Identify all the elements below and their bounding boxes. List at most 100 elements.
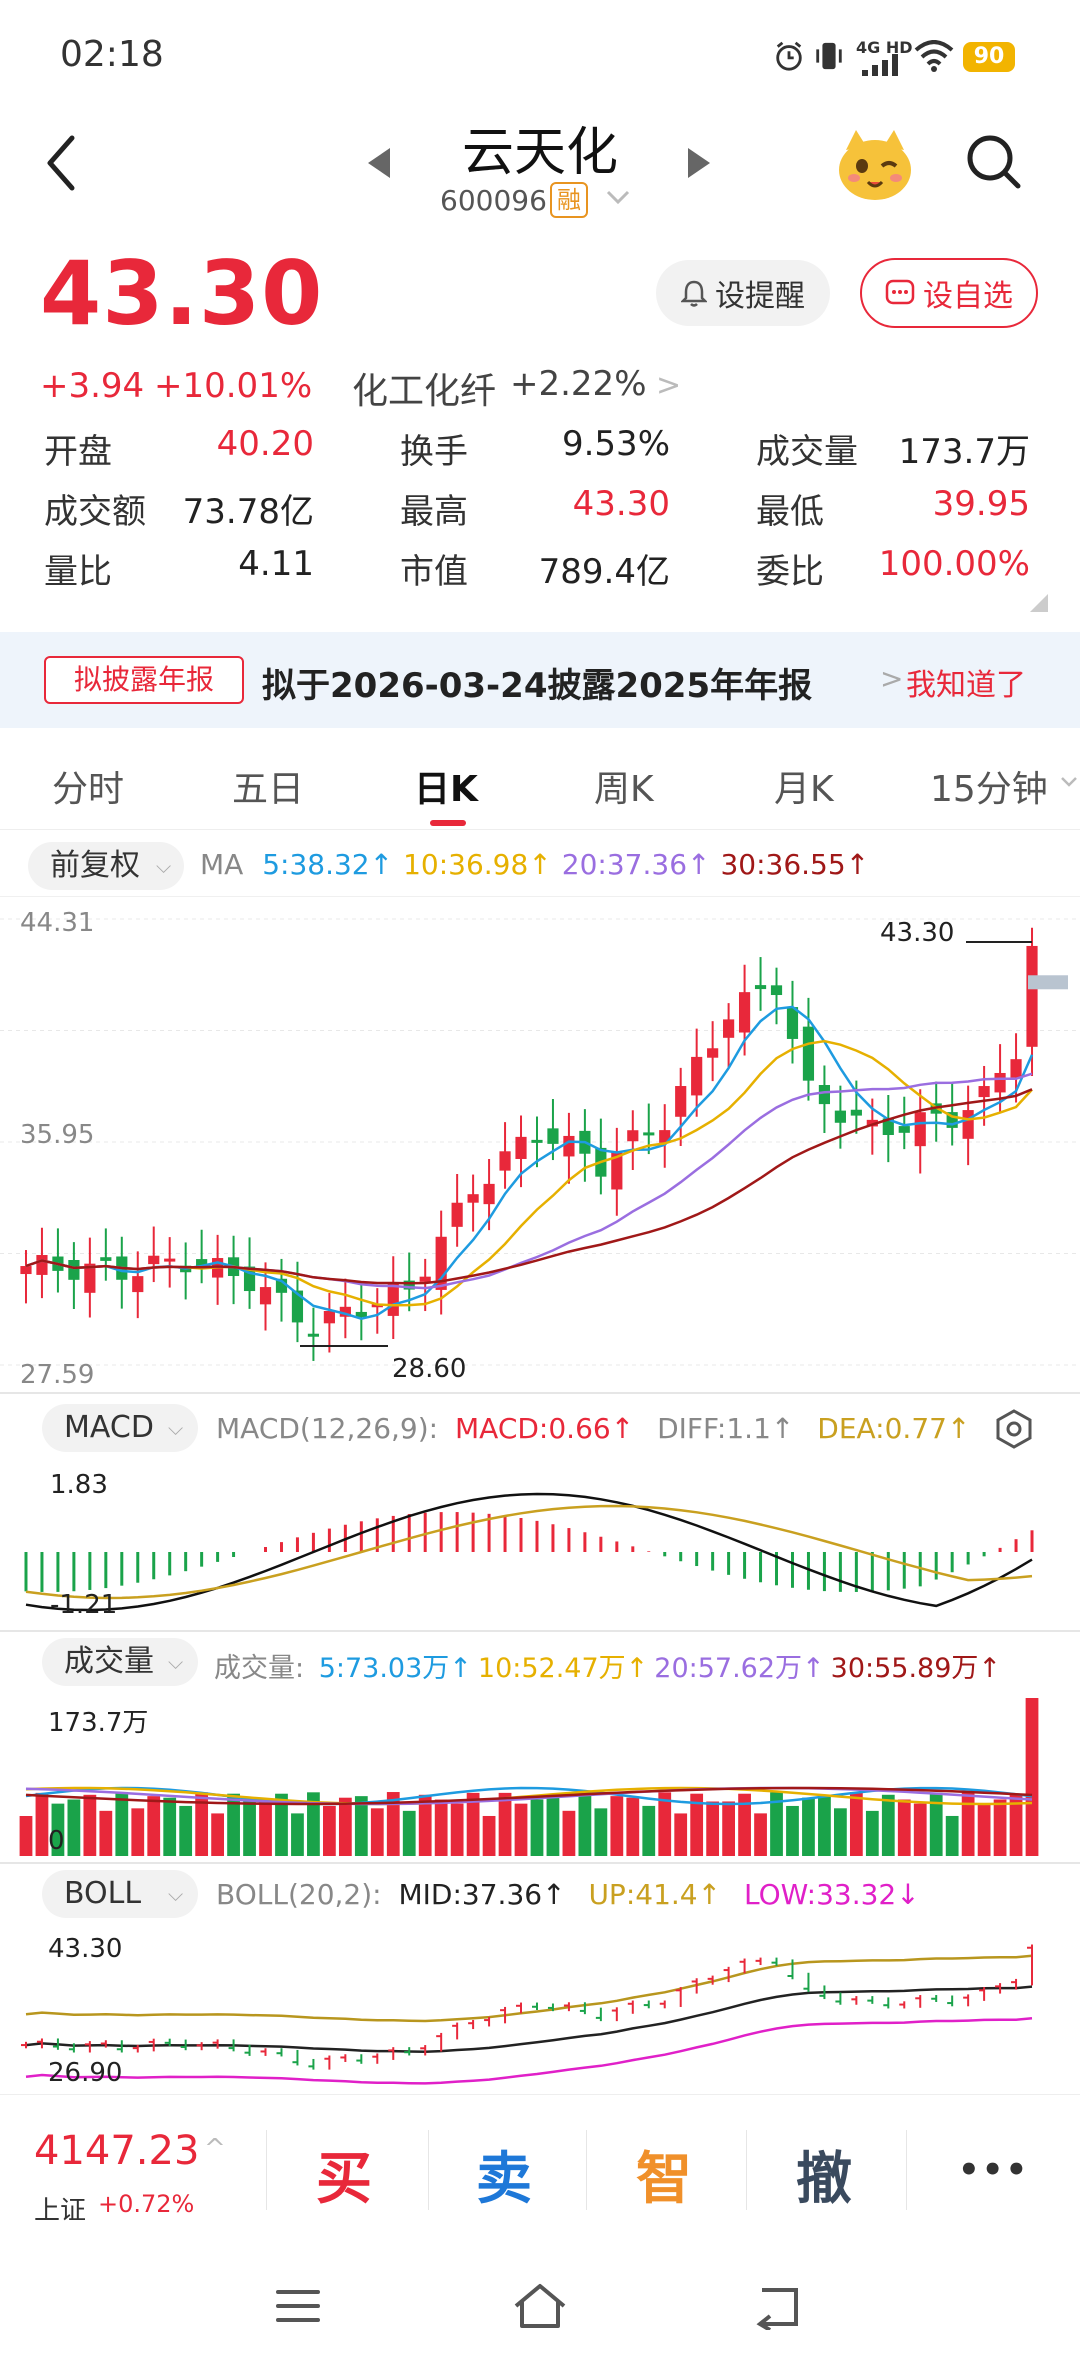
tab-monthly-k[interactable]: 月K	[774, 769, 834, 810]
next-stock-icon[interactable]	[686, 146, 712, 180]
notice-ack-button[interactable]: 我知道了	[906, 668, 1026, 703]
dea-value: DEA:0.77↑	[817, 1412, 971, 1445]
volume-bar	[418, 1794, 432, 1856]
notice-text[interactable]: 拟于2026-03-24披露2025年年报	[262, 666, 813, 706]
candle-body	[20, 1266, 32, 1275]
volume-bar	[722, 1801, 735, 1856]
kline-chart[interactable]	[0, 897, 1080, 1390]
more-button[interactable]: •••	[958, 2150, 1030, 2190]
home-icon[interactable]	[512, 2282, 568, 2330]
adjust-dropdown[interactable]: 前复权 ⌵	[28, 842, 184, 890]
add-watchlist-button[interactable]: 设自选	[860, 258, 1038, 328]
index-value[interactable]: 4147.23	[34, 2128, 200, 2174]
tab-five-day[interactable]: 五日	[232, 769, 305, 810]
return-icon[interactable]	[752, 2284, 804, 2330]
sector-name[interactable]: 化工化纤	[352, 371, 497, 412]
boll-y-top: 43.30	[48, 1934, 123, 1964]
signal-icon	[862, 54, 898, 76]
candle-body	[100, 1257, 112, 1261]
expand-corner-icon[interactable]	[1030, 594, 1048, 612]
smart-trade-button[interactable]: 智	[636, 2147, 692, 2212]
boll-dropdown[interactable]: BOLL ⌵	[42, 1870, 198, 1918]
candle-body	[355, 1311, 367, 1317]
boll-chart[interactable]	[0, 1924, 1080, 2094]
stat-value: 73.78亿	[182, 492, 314, 532]
candle-body	[419, 1276, 431, 1282]
volume-bar	[818, 1796, 831, 1856]
back-arrow-icon[interactable]	[40, 128, 90, 198]
chevron-down-icon[interactable]	[1060, 776, 1078, 788]
volume-bar	[514, 1803, 528, 1856]
kline-high-label: 43.30	[880, 918, 955, 948]
volume-bar	[961, 1792, 975, 1856]
boll-lower-line	[25, 2016, 1033, 2085]
stat-label: 量比	[44, 552, 112, 592]
battery-indicator: 90	[963, 42, 1015, 72]
stat-label: 市值	[400, 552, 468, 592]
cancel-order-button[interactable]: 撤	[796, 2147, 852, 2212]
index-name: 上证	[34, 2196, 87, 2226]
stat-label: 最低	[756, 492, 824, 532]
divider	[586, 2130, 587, 2210]
tab-weekly-k[interactable]: 周K	[594, 769, 654, 810]
macd-dropdown[interactable]: MACD ⌵	[42, 1404, 198, 1452]
macd-y-bottom: -1.21	[50, 1590, 118, 1620]
candle-body	[164, 1258, 176, 1262]
stat-value: 9.53%	[561, 424, 670, 464]
stat-label: 开盘	[44, 432, 112, 472]
volume-bar	[674, 1813, 688, 1856]
volume-bar	[147, 1796, 161, 1856]
volume-bar	[450, 1803, 464, 1856]
macd-chart[interactable]	[0, 1458, 1080, 1630]
volume-bar	[354, 1796, 368, 1856]
volume-bar	[881, 1794, 895, 1856]
stat-value: 100.00%	[878, 544, 1030, 584]
chevron-right-icon: >	[880, 662, 904, 695]
volume-dropdown[interactable]: 成交量 ⌵	[42, 1638, 198, 1686]
volume-ma-item: 10:52.47万↑	[477, 1653, 649, 1684]
volume-bar	[35, 1792, 49, 1856]
sell-button[interactable]: 卖	[476, 2147, 532, 2212]
macd-legend: MACD(12,26,9): MACD:0.66↑ DIFF:1.1↑ DEA:…	[216, 1412, 970, 1445]
divider	[266, 2130, 267, 2210]
tab-daily-k[interactable]: 日K	[414, 769, 478, 810]
volume-bar	[482, 1815, 496, 1856]
volume-ma-item: 20:57.62万↑	[654, 1653, 825, 1684]
chevron-down-icon[interactable]	[606, 190, 630, 206]
volume-bar	[338, 1797, 352, 1856]
settings-hex-icon[interactable]	[994, 1408, 1034, 1450]
buy-button[interactable]: 买	[316, 2147, 372, 2212]
stock-code: 600096	[440, 184, 547, 217]
menu-icon[interactable]	[274, 2286, 322, 2326]
chevron-up-icon[interactable]: ^	[204, 2134, 226, 2164]
candle-body	[643, 1132, 655, 1136]
candle-body	[978, 1086, 990, 1098]
mascot-icon[interactable]	[832, 124, 918, 204]
tab-intraday[interactable]: 分时	[52, 769, 125, 810]
volume-bar	[642, 1805, 656, 1856]
divider	[428, 2130, 429, 2210]
set-alert-button[interactable]: 设提醒	[656, 260, 830, 326]
bell-icon	[681, 280, 707, 307]
volume-bar	[562, 1810, 576, 1856]
candle-body	[483, 1183, 495, 1205]
candle-body	[882, 1118, 894, 1136]
candle-body	[451, 1202, 463, 1227]
candle-body	[563, 1135, 575, 1157]
candle-body	[339, 1306, 351, 1317]
volume-bar	[323, 1805, 336, 1856]
volume-bar	[993, 1799, 1007, 1856]
volume-bar	[402, 1810, 416, 1856]
ma-title: MA	[200, 848, 244, 881]
chevron-down-icon: ⌵	[168, 1650, 184, 1674]
ma-item: 10:36.98↑	[403, 848, 552, 881]
volume-chart[interactable]	[0, 1692, 1080, 1860]
chevron-right-icon[interactable]: >	[656, 368, 682, 403]
search-icon[interactable]	[964, 132, 1024, 192]
sector-change[interactable]: +2.22%	[510, 364, 647, 404]
volume-bar	[163, 1797, 177, 1856]
previous-stock-icon[interactable]	[366, 146, 392, 180]
volume-ma-line	[25, 1786, 1033, 1806]
candle-body	[1010, 1059, 1022, 1078]
tab-15-minute[interactable]: 15分钟	[930, 769, 1048, 810]
